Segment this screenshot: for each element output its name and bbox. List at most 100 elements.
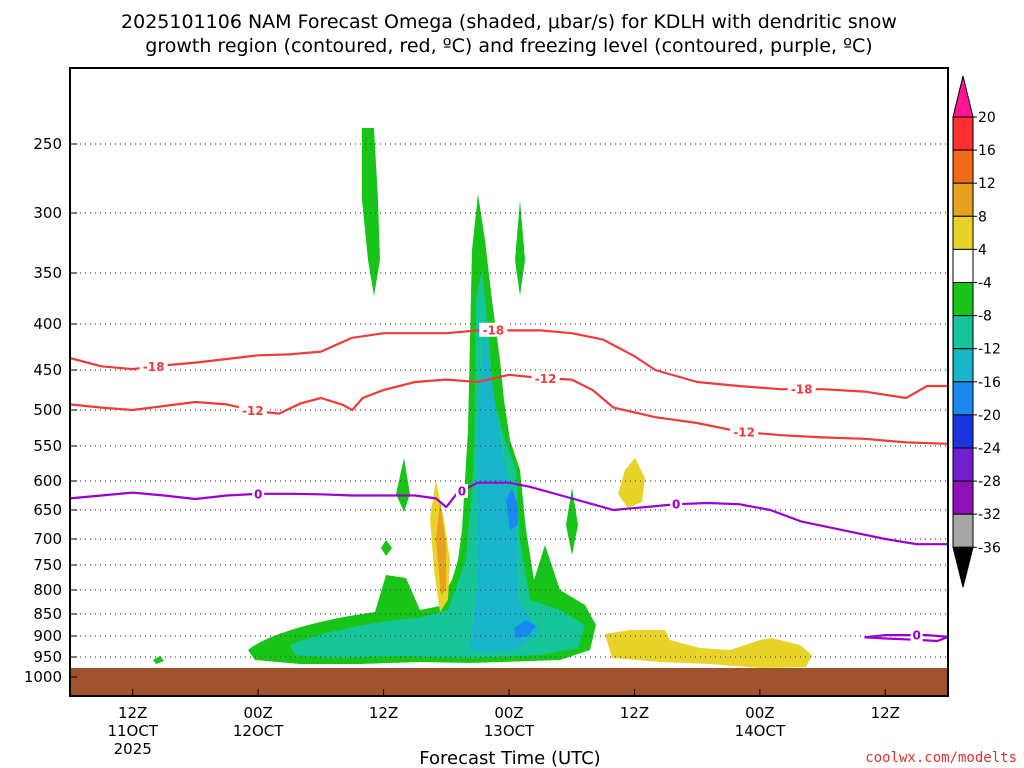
omega-green-small-1 bbox=[396, 458, 410, 512]
contour-label-bg bbox=[910, 628, 923, 643]
colorbar-label: 16 bbox=[978, 143, 996, 159]
colorbar-label: -4 bbox=[978, 276, 992, 292]
y-tick-label-400: 400 bbox=[33, 315, 62, 333]
x-tick-label-date: 11OCT bbox=[107, 722, 158, 740]
y-tick-label-300: 300 bbox=[33, 204, 62, 222]
credit-text: coolwx.com/modelts bbox=[865, 750, 1017, 766]
contour-label-bg bbox=[455, 484, 468, 499]
contour-line-0-low bbox=[864, 634, 950, 643]
contour-label-bg bbox=[787, 382, 816, 397]
colorbar-segment bbox=[952, 182, 974, 217]
x-tick-label-time: 00Z bbox=[494, 704, 523, 722]
colorbar-bottom-arrow bbox=[952, 546, 974, 588]
colorbar-label: -24 bbox=[978, 441, 1001, 457]
omega-green-small-5 bbox=[153, 656, 164, 664]
contour-label: 0 bbox=[458, 485, 466, 499]
colorbar-label: -36 bbox=[978, 540, 1001, 556]
x-tick-label-time: 12Z bbox=[118, 704, 147, 722]
omega-green-small-4 bbox=[381, 540, 392, 556]
colorbar-segment bbox=[952, 282, 974, 317]
colorbar-segment bbox=[952, 381, 974, 416]
colorbar-label: 20 bbox=[978, 110, 996, 126]
contour-lines: -18 -18 -18 -12 -12 -12 0 0 0 0 bbox=[69, 322, 950, 643]
colorbar-label: -20 bbox=[978, 408, 1001, 424]
x-tick-label-time: 12Z bbox=[871, 704, 900, 722]
contour-label-bg bbox=[730, 425, 759, 440]
y-tick-label-800: 800 bbox=[33, 581, 62, 599]
y-tick-label-600: 600 bbox=[33, 472, 62, 490]
colorbar-label: -32 bbox=[978, 507, 1001, 523]
x-tick-label-date: 13OCT bbox=[484, 722, 535, 740]
colorbar-segment bbox=[952, 414, 974, 449]
contour-label: 0 bbox=[254, 487, 262, 501]
colorbar-segment bbox=[952, 149, 974, 184]
omega-green-region bbox=[248, 194, 596, 664]
omega-blue-core bbox=[506, 488, 518, 530]
contour-label-bg bbox=[238, 403, 267, 418]
colorbar-label: -16 bbox=[978, 375, 1001, 391]
omega-cyan-region bbox=[470, 330, 540, 652]
x-tick-label-date: 14OCT bbox=[735, 722, 786, 740]
colorbar-segment bbox=[952, 348, 974, 383]
omega-yellow-low-band bbox=[605, 630, 812, 668]
contour-label-bg bbox=[479, 322, 508, 337]
omega-green-top bbox=[362, 128, 380, 296]
contour-line--18 bbox=[69, 328, 948, 400]
contour-label-bg bbox=[252, 486, 265, 501]
contour-label: -18 bbox=[482, 323, 504, 337]
colorbar-segment bbox=[952, 215, 974, 250]
x-tick-label-time: 12Z bbox=[620, 704, 649, 722]
y-tick-label-1000: 1000 bbox=[24, 668, 62, 686]
colorbar-label: 8 bbox=[978, 209, 987, 225]
omega-shading bbox=[70, 128, 948, 696]
y-axis: 250 300 350 400 450 500 550 600 650 700 750 800 850 9… bbox=[24, 135, 77, 686]
y-tick-label-500: 500 bbox=[33, 401, 62, 419]
omega-orange-plume bbox=[436, 500, 446, 595]
x-tick-label-time: 00Z bbox=[243, 704, 272, 722]
contour-label-bg bbox=[139, 359, 168, 374]
x-tick-label-time: 00Z bbox=[745, 704, 774, 722]
colorbar-segment bbox=[952, 315, 974, 350]
omega-green-small-2 bbox=[566, 488, 578, 555]
colorbar: 20 16 12 8 4 -4 -8 -12 -16 -20 -24 -28 -32 -36 bbox=[952, 75, 1001, 588]
contour-label: -18 bbox=[791, 383, 813, 397]
omega-blue-core-low bbox=[514, 620, 536, 638]
y-tick-label-750: 750 bbox=[33, 556, 62, 574]
contour-label: 0 bbox=[912, 629, 920, 643]
y-tick-label-950: 950 bbox=[33, 648, 62, 666]
x-tick-label-date: 12OCT bbox=[233, 722, 284, 740]
x-tick-label-year: 2025 bbox=[114, 740, 152, 758]
colorbar-label: -8 bbox=[978, 309, 992, 325]
y-tick-label-700: 700 bbox=[33, 530, 62, 548]
y-tick-label-650: 650 bbox=[33, 501, 62, 519]
chart-title-line2: growth region (contoured, red, ºC) and f… bbox=[145, 35, 872, 57]
colorbar-segment bbox=[952, 248, 974, 283]
contour-label: -12 bbox=[535, 372, 557, 386]
x-tick-label-time: 12Z bbox=[369, 704, 398, 722]
contour-label-bg bbox=[531, 371, 560, 386]
contour-label: 0 bbox=[672, 498, 680, 512]
colorbar-top-arrow bbox=[952, 75, 974, 118]
colorbar-segment bbox=[952, 116, 974, 151]
y-tick-label-450: 450 bbox=[33, 361, 62, 379]
omega-green-small-3 bbox=[515, 200, 525, 296]
y-tick-label-250: 250 bbox=[33, 135, 62, 153]
omega-yellow-blob bbox=[618, 458, 645, 508]
colorbar-label: 4 bbox=[978, 242, 987, 258]
chart-title-line1: 2025101106 NAM Forecast Omega (shaded, μ… bbox=[121, 11, 897, 33]
contour-label: -12 bbox=[733, 426, 755, 440]
colorbar-segment bbox=[952, 447, 974, 482]
y-tick-label-550: 550 bbox=[33, 437, 62, 455]
y-tick-label-850: 850 bbox=[33, 605, 62, 623]
y-tick-label-900: 900 bbox=[33, 627, 62, 645]
colorbar-segment bbox=[952, 513, 974, 548]
contour-label: -12 bbox=[242, 404, 264, 418]
colorbar-label: -28 bbox=[978, 474, 1001, 490]
colorbar-label: -12 bbox=[978, 342, 1001, 358]
colorbar-label: 12 bbox=[978, 176, 996, 192]
y-tick-label-350: 350 bbox=[33, 264, 62, 282]
x-axis-label: Forecast Time (UTC) bbox=[419, 748, 600, 768]
contour-label-bg bbox=[670, 497, 683, 512]
